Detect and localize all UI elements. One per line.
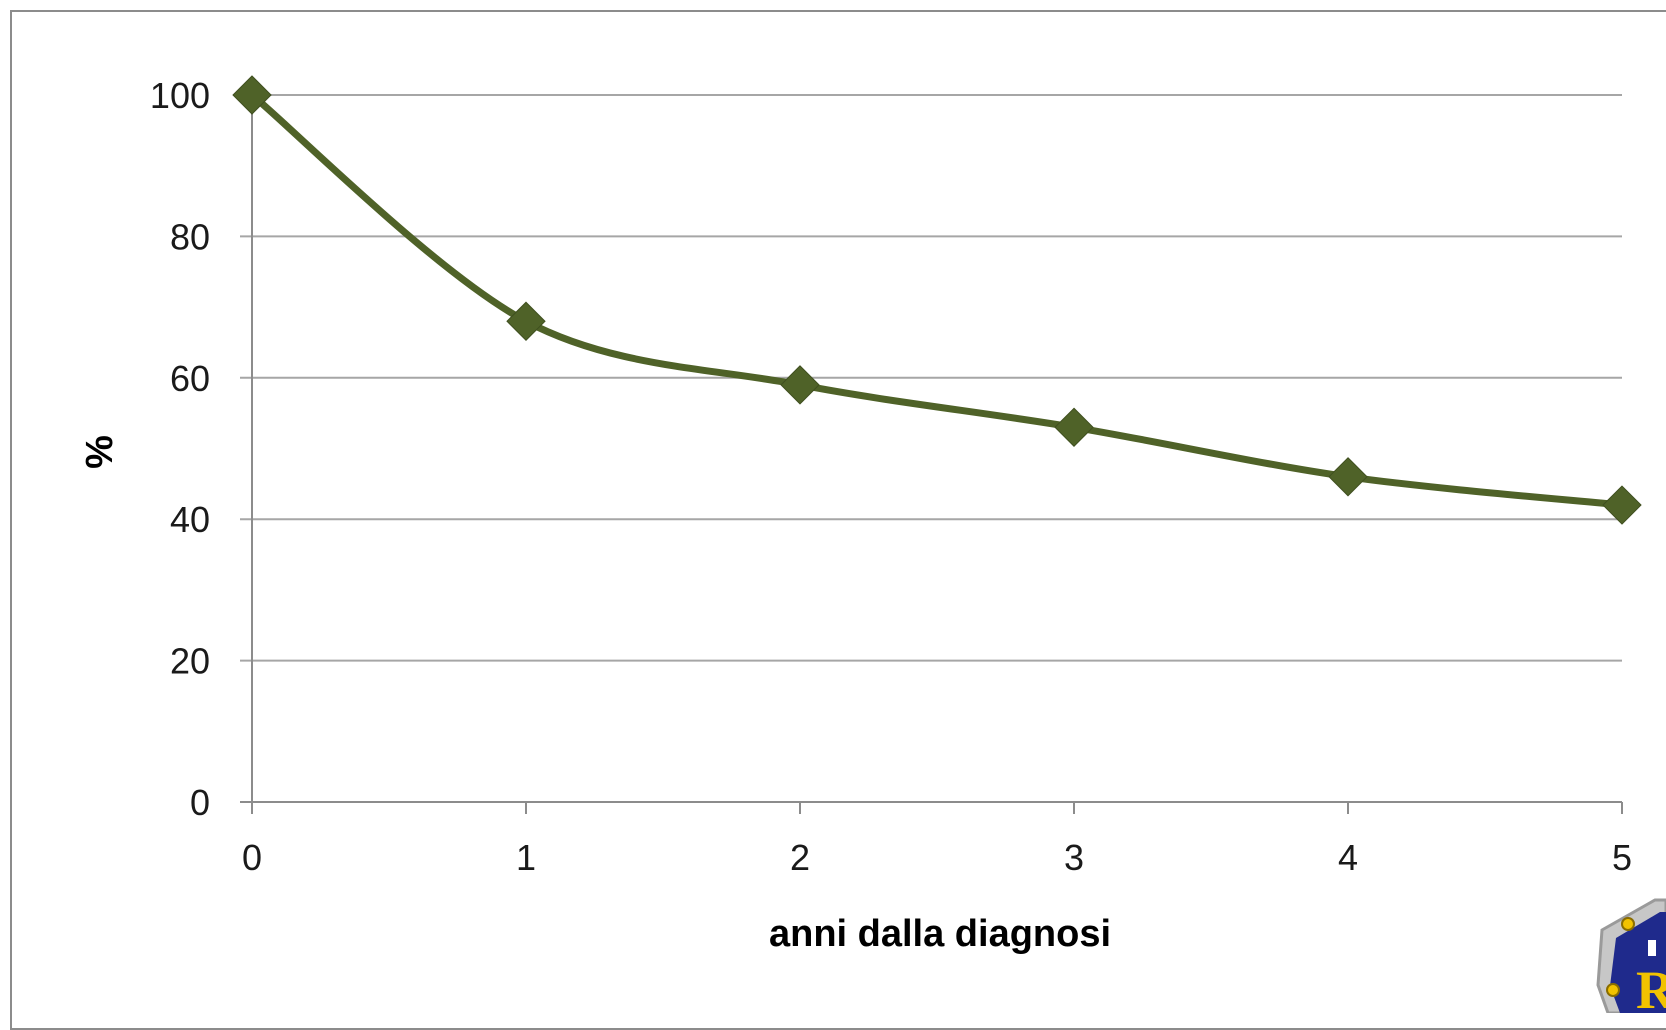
data-point-marker [1054,407,1094,447]
y-tick-labels: 0 20 40 60 80 100 [150,75,210,823]
y-axis-title: % [79,435,121,469]
x-tick-label: 4 [1338,837,1358,878]
data-point-marker [1602,485,1642,525]
y-tick-label: 60 [170,358,210,399]
logo-lettering: R [1636,960,1666,1013]
y-tick-label: 0 [190,782,210,823]
data-point-marker [232,75,272,115]
data-points [232,75,1642,525]
x-tick-label: 3 [1064,837,1084,878]
data-point-marker [780,365,820,405]
x-tick-label: 1 [516,837,536,878]
x-tick-labels: 0 1 2 3 4 5 [242,837,1632,878]
y-tick-label: 20 [170,641,210,682]
data-point-marker [506,301,546,341]
y-tick-label: 40 [170,499,210,540]
series-line [248,91,1626,509]
y-tick-label: 80 [170,216,210,257]
x-axis-title: anni dalla diagnosi [769,913,1111,955]
axes [240,90,1623,814]
y-tick-label: 100 [150,75,210,116]
x-tick-label: 5 [1612,837,1632,878]
x-tick-label: 2 [790,837,810,878]
badge-logo-icon: R [1596,898,1666,1013]
gridlines [240,94,1622,662]
data-point-marker [1328,457,1368,497]
x-tick-label: 0 [242,837,262,878]
